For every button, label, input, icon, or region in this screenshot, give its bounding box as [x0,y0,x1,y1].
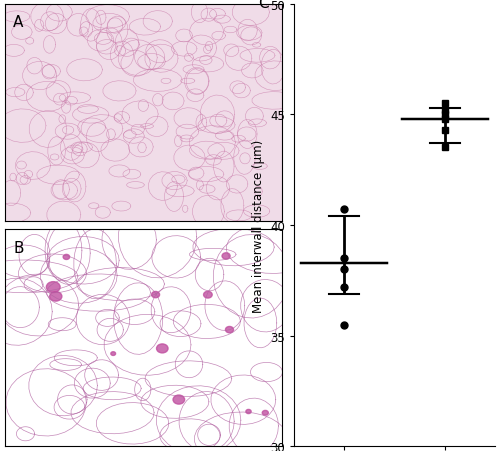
Y-axis label: Mean interwall distance (µm): Mean interwall distance (µm) [252,139,264,312]
Circle shape [262,410,268,415]
Text: B: B [14,241,24,256]
Circle shape [173,395,184,404]
Text: C: C [258,0,268,11]
Circle shape [50,292,62,301]
Circle shape [63,255,70,260]
Circle shape [46,282,60,293]
Circle shape [111,352,116,356]
Circle shape [204,292,212,299]
Circle shape [226,327,234,333]
Circle shape [156,344,168,353]
Circle shape [152,292,160,298]
Text: A: A [14,15,24,30]
Circle shape [246,410,251,414]
Circle shape [222,253,230,259]
